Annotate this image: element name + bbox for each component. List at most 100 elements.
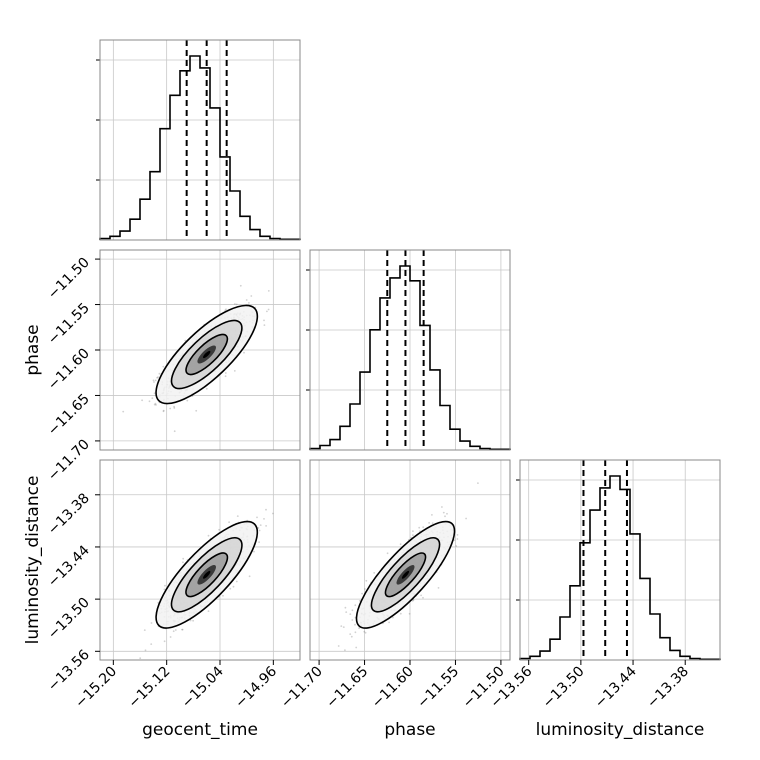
sample-point — [361, 592, 363, 595]
sample-point — [243, 351, 245, 354]
sample-point — [151, 397, 154, 400]
sample-point — [162, 409, 165, 412]
sample-point — [386, 552, 389, 555]
sample-point — [189, 619, 192, 622]
sample-point — [455, 545, 458, 547]
sample-point — [256, 516, 258, 519]
sample-point — [181, 628, 184, 631]
y-tick-label-phase: −11.70 — [45, 436, 93, 484]
sample-point — [248, 575, 251, 578]
sample-point — [148, 400, 151, 403]
sample-point — [182, 557, 185, 560]
density-contour-4 — [401, 570, 410, 579]
sample-point — [174, 629, 177, 631]
x-tick-label-geocent_time: −15.04 — [179, 663, 227, 711]
sample-point — [267, 308, 270, 311]
sample-point — [154, 379, 157, 382]
x-tick-label-phase: −11.70 — [278, 664, 326, 712]
y-tick-label-phase: −11.60 — [45, 346, 93, 394]
y-tick-label-luminosity_distance: −13.44 — [45, 542, 93, 590]
sample-point — [373, 572, 376, 574]
sample-point — [233, 370, 236, 372]
sample-point — [354, 631, 357, 634]
marginal-panel-phase — [306, 249, 511, 451]
sample-point — [164, 584, 166, 587]
sample-point — [263, 319, 265, 322]
x-tick-label-phase: −11.60 — [369, 664, 417, 712]
joint-content — [100, 250, 300, 450]
panel-frame — [99, 459, 301, 661]
sample-point — [411, 599, 414, 602]
sample-point — [139, 657, 142, 660]
sample-point — [350, 635, 353, 638]
x-axis-label-phase: phase — [384, 720, 435, 740]
sample-point — [258, 529, 261, 532]
sample-point — [351, 619, 354, 621]
sample-point — [173, 430, 176, 433]
y-tick-label-phase: −11.50 — [45, 255, 93, 303]
sample-point — [441, 506, 443, 508]
sample-point — [153, 392, 156, 395]
sample-point — [399, 612, 402, 615]
sample-point — [337, 645, 340, 647]
sample-point — [408, 612, 411, 615]
sample-point — [234, 303, 236, 305]
sample-point — [258, 541, 260, 543]
sample-point — [192, 619, 195, 622]
sample-point — [431, 514, 433, 516]
sample-point — [163, 588, 166, 591]
sample-point — [392, 616, 394, 619]
sample-point — [263, 324, 266, 326]
sample-point — [144, 649, 147, 652]
sample-point — [162, 410, 165, 413]
y-axis-label-luminosity_distance: luminosity_distance — [23, 476, 43, 645]
sample-point — [162, 365, 165, 368]
joint-panel-phase-luminosity_distance — [309, 459, 511, 661]
sample-point — [477, 482, 479, 484]
sample-point — [173, 405, 176, 408]
sample-point — [229, 587, 232, 590]
sample-point — [344, 606, 347, 609]
sample-point — [195, 409, 198, 412]
sample-point — [150, 643, 153, 645]
sample-point — [235, 303, 238, 306]
sample-point — [235, 580, 238, 583]
sample-point — [153, 381, 155, 383]
sample-point — [412, 599, 415, 601]
sample-point — [355, 646, 358, 649]
sample-point — [163, 640, 166, 643]
sample-point — [152, 379, 155, 382]
joint-content — [100, 460, 300, 660]
panel-frame — [519, 459, 721, 661]
sample-point — [456, 534, 459, 536]
x-axis-label-luminosity_distance: luminosity_distance — [536, 720, 705, 740]
sample-point — [169, 636, 172, 638]
sample-point — [363, 630, 366, 633]
sample-point — [422, 596, 424, 599]
sample-point — [266, 310, 268, 313]
sample-point — [156, 376, 159, 379]
sample-point — [239, 284, 242, 287]
sample-point — [265, 525, 267, 527]
sample-point — [122, 410, 125, 413]
sample-point — [428, 522, 430, 524]
sample-point — [224, 372, 227, 374]
sample-point — [186, 399, 189, 402]
sample-point — [364, 588, 366, 590]
sample-point — [388, 621, 390, 624]
sample-point — [418, 526, 421, 529]
sample-point — [354, 604, 357, 607]
x-tick-label-phase: −11.65 — [323, 664, 371, 712]
sample-point — [446, 512, 448, 515]
density-contour-4 — [202, 570, 211, 579]
marginal-panel-luminosity_distance — [516, 459, 721, 661]
histogram-phase — [309, 265, 511, 451]
sample-point — [364, 631, 367, 634]
sample-point — [232, 585, 235, 588]
sample-point — [207, 610, 210, 612]
sample-point — [257, 527, 260, 529]
sample-point — [207, 534, 210, 537]
panel-frame — [99, 39, 301, 241]
y-tick-label-luminosity_distance: −13.38 — [45, 490, 93, 538]
x-tick-label-luminosity_distance: −13.38 — [644, 664, 692, 712]
